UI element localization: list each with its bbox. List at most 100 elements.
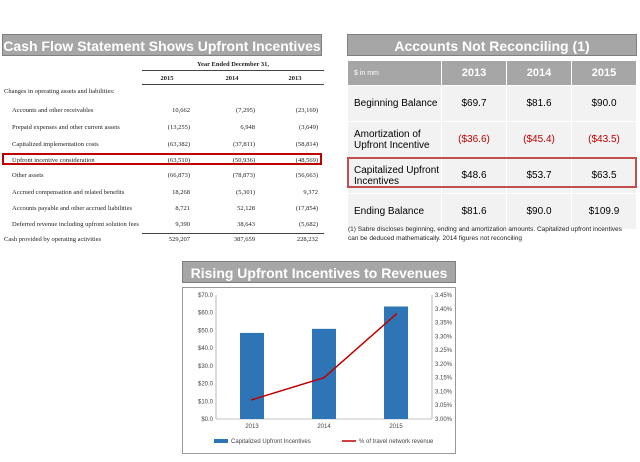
accounts-title: Accounts Not Reconciling (1) bbox=[347, 34, 637, 56]
accounts-value: $90.0 bbox=[507, 194, 571, 229]
year-col-2013: 2013 bbox=[288, 75, 302, 82]
left-tick-label: $40.0 bbox=[198, 346, 214, 352]
cash-flow-row: Accrued compensation and related benefit… bbox=[2, 188, 324, 199]
line-point-2013 bbox=[251, 398, 253, 401]
row-label: Accounts payable and other accrued liabi… bbox=[12, 205, 133, 212]
accounts-value: $109.9 bbox=[572, 194, 636, 229]
left-tick-label: $70.0 bbox=[198, 293, 214, 299]
capitalized-highlight bbox=[347, 157, 637, 188]
value-2013: (17,854) bbox=[295, 205, 318, 212]
row-label: Upfront incentive consideration bbox=[12, 157, 95, 164]
left-tick-label: $0.0 bbox=[201, 417, 213, 423]
x-tick-label: 2015 bbox=[389, 424, 403, 430]
x-tick-label: 2014 bbox=[317, 424, 331, 430]
right-tick-label: 3.45% bbox=[435, 293, 453, 299]
accounts-table: $ in mm 2013 2014 2015 Beginning Balance… bbox=[347, 60, 637, 230]
year-header-2015: 2015 bbox=[572, 61, 636, 85]
cash-flow-row: Prepaid expenses and other current asset… bbox=[2, 123, 324, 134]
right-tick-label: 3.25% bbox=[435, 348, 453, 354]
year-col-2015: 2015 bbox=[160, 75, 174, 82]
left-tick-label: $60.0 bbox=[198, 311, 214, 317]
legend-line-label: % of travel network revenue bbox=[359, 439, 434, 445]
cash-flow-row: Deferred revenue including upfront solut… bbox=[2, 220, 324, 231]
accounts-value: $90.0 bbox=[572, 86, 636, 121]
value-2015: 9,390 bbox=[175, 221, 190, 228]
right-tick-label: 3.05% bbox=[435, 403, 453, 409]
row-label: Other assets bbox=[12, 172, 44, 179]
accounts-value: ($43.5) bbox=[572, 122, 636, 157]
right-tick-label: 3.15% bbox=[435, 376, 453, 382]
accounts-row: Amortization of Upfront Incentive ($36.6)… bbox=[348, 122, 636, 157]
accounts-value: $81.6 bbox=[507, 86, 571, 121]
value-2014: 6,948 bbox=[240, 124, 255, 131]
cash-flow-title: Cash Flow Statement Shows Upfront Incent… bbox=[2, 34, 322, 56]
legend-bar-swatch bbox=[214, 439, 228, 443]
value-2014: 38,643 bbox=[237, 221, 255, 228]
right-tick-label: 3.35% bbox=[435, 321, 453, 327]
value-2013: 9,372 bbox=[303, 189, 318, 196]
value-2015: (13,255) bbox=[167, 124, 190, 131]
row-label: Accrued compensation and related benefit… bbox=[12, 189, 125, 196]
accounts-row-label: Amortization of Upfront Incentive bbox=[348, 122, 441, 157]
total-2014: 387,659 bbox=[233, 236, 255, 243]
left-tick-label: $30.0 bbox=[198, 364, 214, 370]
row-label: Capitalized implementation costs bbox=[12, 141, 99, 148]
cash-flow-statement: Year Ended December 31, 2015 2014 2013 C… bbox=[2, 58, 324, 248]
value-2014: (37,811) bbox=[233, 141, 255, 148]
accounts-table-wrap: $ in mm 2013 2014 2015 Beginning Balance… bbox=[347, 60, 637, 230]
accounts-row: Ending Balance $81.6 $90.0 $109.9 bbox=[348, 194, 636, 229]
value-2013: (5,682) bbox=[299, 221, 318, 228]
total-label: Cash provided by operating activities bbox=[4, 236, 102, 243]
accounts-value: ($45.4) bbox=[507, 122, 571, 157]
accounts-value: ($36.6) bbox=[442, 122, 506, 157]
value-2013: (56,663) bbox=[295, 172, 318, 179]
value-2014: 52,128 bbox=[237, 205, 255, 212]
chart-title: Rising Upfront Incentives to Revenues bbox=[182, 261, 456, 283]
row-label: Deferred revenue including upfront solut… bbox=[12, 221, 139, 228]
line-point-2015 bbox=[395, 313, 397, 316]
value-2015: (63,382) bbox=[167, 141, 190, 148]
incentives-chart: $0.0 $10.0 $20.0 $30.0 $40.0 $50.0 $60.0 $70.0 3… bbox=[198, 293, 453, 445]
bar-2013 bbox=[240, 332, 264, 419]
total-2013: 228,232 bbox=[296, 236, 318, 243]
value-2013: (48,569) bbox=[295, 157, 318, 164]
value-2014: (78,873) bbox=[232, 172, 255, 179]
year-header-2014: 2014 bbox=[507, 61, 571, 85]
footnote: (1) Sabre discloses beginning, ending an… bbox=[348, 226, 622, 242]
cash-flow-row: Other assets (66,873) (78,873) (56,663) bbox=[2, 171, 324, 182]
value-2014: (5,301) bbox=[236, 189, 255, 196]
year-header-2013: 2013 bbox=[442, 61, 506, 85]
left-tick-label: $20.0 bbox=[198, 382, 214, 388]
year-header: Year Ended December 31, bbox=[197, 61, 269, 68]
unit-header: $ in mm bbox=[348, 61, 441, 85]
row-label: Prepaid expenses and other current asset… bbox=[12, 124, 120, 131]
left-tick-label: $10.0 bbox=[198, 399, 214, 405]
row-label: Accounts and other receivables bbox=[12, 107, 94, 114]
accounts-value: $69.7 bbox=[442, 86, 506, 121]
cash-flow-row: Capitalized implementation costs (63,382)… bbox=[2, 140, 324, 151]
right-tick-label: 3.00% bbox=[435, 417, 453, 423]
accounts-row-label: Ending Balance bbox=[348, 194, 441, 229]
value-2015: (63,510) bbox=[167, 157, 190, 164]
cash-flow-row: Accounts payable and other accrued liabi… bbox=[2, 204, 324, 215]
x-tick-label: 2013 bbox=[245, 424, 259, 430]
legend-bar-label: Capitalized Upfront Incentives bbox=[231, 439, 311, 445]
value-2014: (7,295) bbox=[236, 107, 255, 114]
value-2014: (50,936) bbox=[232, 157, 255, 164]
right-tick-label: 3.30% bbox=[435, 334, 453, 340]
cash-flow-row: Upfront incentive consideration (63,510) (… bbox=[2, 156, 324, 167]
accounts-row: Beginning Balance $69.7 $81.6 $90.0 bbox=[348, 86, 636, 121]
left-tick-label: $50.0 bbox=[198, 328, 214, 334]
right-tick-label: 3.20% bbox=[435, 362, 453, 368]
right-tick-label: 3.40% bbox=[435, 307, 453, 313]
total-row: Cash provided by operating activities 529… bbox=[2, 235, 324, 246]
upfront-incentive-highlight bbox=[2, 153, 322, 165]
year-col-2014: 2014 bbox=[225, 75, 239, 82]
header-rule-2 bbox=[142, 84, 324, 85]
value-2013: (58,814) bbox=[295, 141, 318, 148]
total-2015: 529,207 bbox=[168, 236, 190, 243]
accounts-row-label: Beginning Balance bbox=[348, 86, 441, 121]
bar-2014 bbox=[312, 328, 336, 419]
cash-flow-row: Accounts and other receivables 10,662 (7,2… bbox=[2, 106, 324, 117]
line-point-2014 bbox=[323, 376, 325, 379]
